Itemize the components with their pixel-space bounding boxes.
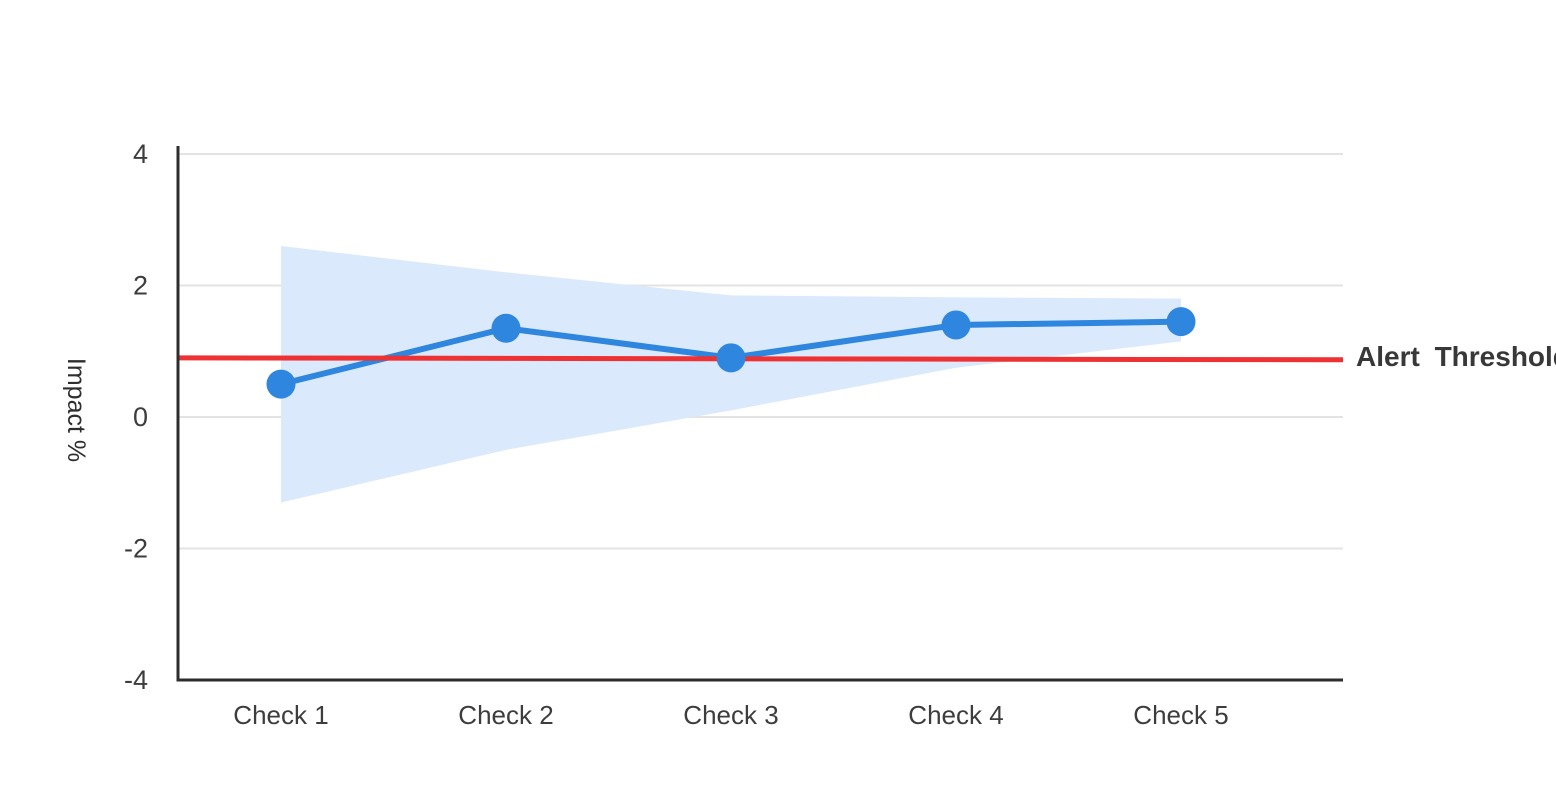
y-axis-title: Impact % xyxy=(62,358,90,462)
threshold-label: Alert Threshold xyxy=(1356,341,1556,372)
x-tick-label: Check 5 xyxy=(1133,700,1228,730)
y-tick-label: 0 xyxy=(133,402,148,432)
data-point-marker xyxy=(716,343,746,373)
axes xyxy=(176,146,1343,682)
data-point-marker xyxy=(941,310,971,340)
y-tick-label: -4 xyxy=(124,665,148,695)
y-tick-label: 2 xyxy=(133,271,148,301)
y-tick-label: 4 xyxy=(133,139,148,169)
x-tick-label: Check 4 xyxy=(908,700,1003,730)
data-point-marker xyxy=(266,369,296,399)
confidence-band xyxy=(281,246,1181,503)
x-tick-label: Check 3 xyxy=(683,700,778,730)
threshold-line-group xyxy=(177,355,1344,363)
data-point-markers xyxy=(266,307,1196,399)
y-tick-label: -2 xyxy=(124,534,148,564)
x-tick-label: Check 1 xyxy=(233,700,328,730)
axis-labels: 4 2 0 -2 -4 Check 1 Check 2 Check 3 Check 4 Check… xyxy=(124,139,1229,730)
confidence-band-area xyxy=(281,246,1181,503)
data-point-marker xyxy=(491,313,521,343)
threshold-line xyxy=(177,355,1344,363)
data-point-marker xyxy=(1166,307,1196,337)
x-tick-label: Check 2 xyxy=(458,700,553,730)
